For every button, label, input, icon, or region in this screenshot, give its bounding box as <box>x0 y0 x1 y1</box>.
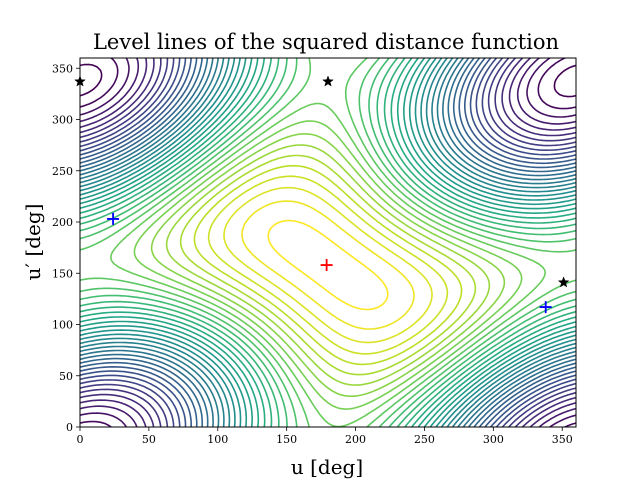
y-tick-label: 150 <box>52 267 73 280</box>
contour-level <box>80 58 576 427</box>
contour-level <box>80 58 576 427</box>
contour-level <box>241 200 415 330</box>
x-tick-label: 50 <box>142 433 156 446</box>
contour-level <box>80 58 576 427</box>
x-tick-label: 150 <box>276 433 297 446</box>
contour-level <box>207 175 449 355</box>
contour-level <box>80 58 576 427</box>
y-tick-label: 0 <box>66 421 73 434</box>
y-tick-label: 50 <box>59 370 73 383</box>
contour-level <box>80 58 576 427</box>
star-marker <box>557 276 570 288</box>
contour-level <box>80 58 576 427</box>
contour-level <box>80 58 576 427</box>
chart-title: Level lines of the squared distance func… <box>93 30 559 54</box>
x-tick-label: 300 <box>483 433 504 446</box>
y-tick-label: 350 <box>52 62 73 75</box>
contour-level <box>80 58 576 427</box>
y-axis-ticks: 0 50 100 150 200 250 300 350 <box>52 62 80 434</box>
y-axis-label: u′ [deg] <box>21 204 45 281</box>
x-tick-label: 0 <box>77 433 84 446</box>
x-tick-label: 250 <box>414 433 435 446</box>
contour-level <box>80 58 576 427</box>
contour-level <box>179 154 477 376</box>
contour-level <box>80 58 576 427</box>
contour-level <box>80 58 576 427</box>
contour-level <box>80 58 576 427</box>
contour-level <box>80 58 576 427</box>
contour-level <box>80 63 576 98</box>
contour-level <box>80 58 576 427</box>
contour-level <box>80 58 576 427</box>
contour-level <box>80 58 576 427</box>
x-axis-ticks: 0 50 100 150 200 250 300 350 <box>77 427 573 446</box>
x-tick-label: 200 <box>345 433 366 446</box>
contour-level <box>267 219 389 311</box>
contour-level <box>133 120 523 410</box>
contour-level <box>80 58 576 427</box>
contour-level <box>165 144 491 386</box>
plus-marker <box>107 212 120 225</box>
y-tick-label: 300 <box>52 114 73 127</box>
plus-marker <box>320 259 333 272</box>
contour-level <box>80 58 576 427</box>
contour-lines <box>80 58 576 427</box>
contour-level <box>80 58 576 427</box>
y-tick-label: 200 <box>52 216 73 229</box>
contour-level <box>193 164 463 366</box>
contour-level <box>80 58 576 427</box>
contour-level <box>80 58 576 427</box>
contour-level <box>80 58 576 427</box>
y-tick-label: 250 <box>52 165 73 178</box>
contour-level <box>80 58 576 427</box>
y-tick-label: 100 <box>52 319 73 332</box>
star-marker <box>322 75 334 87</box>
contour-level <box>223 186 433 344</box>
contour-level <box>80 58 576 427</box>
contour-level <box>80 58 576 427</box>
contour-level <box>80 58 576 427</box>
contour-level <box>110 102 546 427</box>
plot-frame <box>79 57 577 428</box>
contour-level <box>80 58 576 427</box>
x-tick-label: 100 <box>207 433 228 446</box>
contour-level <box>150 133 506 397</box>
x-tick-label: 350 <box>552 433 573 446</box>
contour-level <box>80 58 576 427</box>
x-axis-label: u [deg] <box>291 455 363 479</box>
plus-marker <box>539 301 552 314</box>
